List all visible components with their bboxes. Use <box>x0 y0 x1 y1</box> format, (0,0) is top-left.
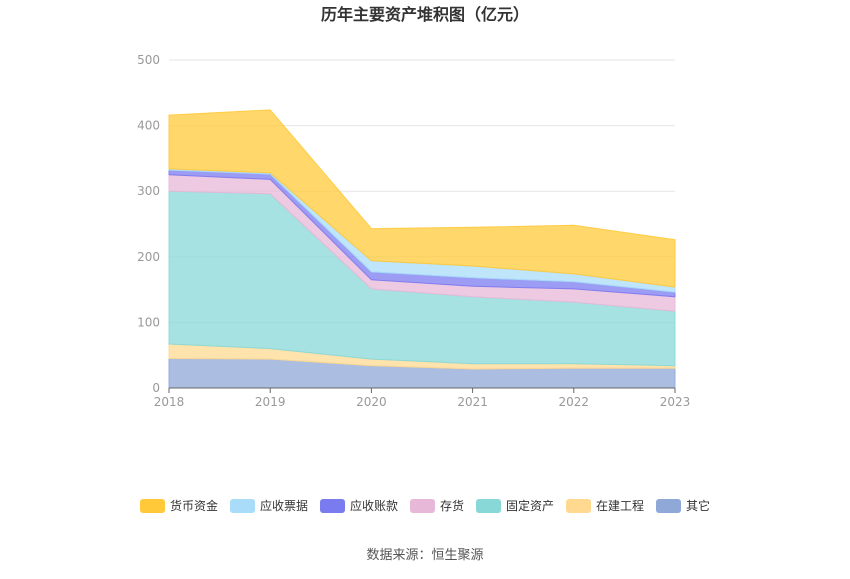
legend-swatch <box>320 499 345 513</box>
x-tick-label: 2019 <box>255 395 286 409</box>
axes: 0 100 200 300 400 500 2018 2019 2020 2021 2022 2023 <box>137 53 690 409</box>
legend-swatch <box>140 499 165 513</box>
legend-label: 存货 <box>440 498 464 513</box>
y-tick-label: 0 <box>152 381 160 395</box>
x-tick-label: 2018 <box>154 395 185 409</box>
x-tick-label: 2023 <box>660 395 691 409</box>
x-tick-label: 2022 <box>559 395 590 409</box>
legend-item[interactable]: 固定资产 <box>476 498 554 513</box>
y-tick-label: 200 <box>137 250 160 264</box>
legend-label: 其它 <box>686 498 710 513</box>
legend-item[interactable]: 存货 <box>410 498 464 513</box>
legend-item[interactable]: 应收票据 <box>230 498 308 513</box>
y-tick-label: 100 <box>137 315 160 329</box>
legend-item[interactable]: 在建工程 <box>566 498 644 513</box>
legend: 货币资金 应收票据 应收账款 存货 固定资产 在建工程 其它 <box>140 498 710 513</box>
legend-swatch <box>656 499 681 513</box>
area-货币资金 <box>168 109 676 288</box>
y-tick-label: 300 <box>137 184 160 198</box>
legend-label: 应收账款 <box>350 498 398 513</box>
legend-label: 货币资金 <box>170 498 218 513</box>
legend-item[interactable]: 货币资金 <box>140 498 218 513</box>
legend-item[interactable]: 其它 <box>656 498 710 513</box>
y-tick-label: 400 <box>137 119 160 133</box>
legend-label: 在建工程 <box>596 498 644 513</box>
legend-swatch <box>230 499 255 513</box>
source-note: 数据来源：恒生聚源 <box>366 548 483 563</box>
chart-title: 历年主要资产堆积图（亿元） <box>321 5 529 24</box>
x-tick-label: 2020 <box>356 395 387 409</box>
legend-label: 固定资产 <box>506 498 554 513</box>
legend-swatch <box>566 499 591 513</box>
legend-label: 应收票据 <box>260 498 308 513</box>
area-series <box>168 109 676 389</box>
legend-item[interactable]: 应收账款 <box>320 498 398 513</box>
y-tick-label: 500 <box>137 53 160 67</box>
x-tick-label: 2021 <box>457 395 488 409</box>
legend-swatch <box>476 499 501 513</box>
legend-swatch <box>410 499 435 513</box>
